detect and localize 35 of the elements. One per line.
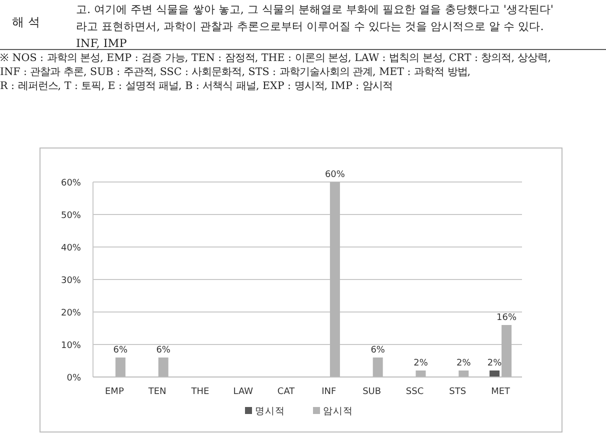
y-tick-label: 20% (60, 308, 82, 318)
x-tick-label: SUB (362, 387, 382, 397)
x-tick-label: STS (449, 387, 466, 397)
data-label: 16% (496, 313, 517, 323)
x-tick-label: THE (190, 387, 210, 397)
text: R : 레퍼런스, T : 토픽, E : 설명적 패널, B : 서책식 패널, EXP : 명시적, IMP : 암시적 (0, 80, 392, 93)
data-label: 6% (113, 346, 128, 356)
text: 라고 표현하면서, 과학이 관찰과 추론으로부터 이루어질 수 있다는 것을 암시적으로 알 수 있다. (76, 20, 544, 33)
x-tick-label: INF (322, 387, 336, 397)
y-tick-label: 10% (60, 341, 82, 351)
data-label: 2% (487, 358, 502, 368)
legend-label: 명시적 (255, 406, 285, 417)
data-label: 2% (456, 358, 472, 368)
data-label: 6% (156, 346, 171, 356)
y-tick-label: 50% (60, 211, 82, 221)
y-tick-label: 0% (66, 374, 82, 384)
text: 해 석 (12, 15, 40, 29)
y-tick-label: 40% (60, 244, 82, 254)
text: INF, IMP (76, 37, 127, 50)
x-tick-label: SSC (406, 387, 424, 397)
legend-label: 암시적 (323, 406, 353, 417)
y-tick-label: 30% (60, 276, 82, 286)
x-tick-label: EMP (105, 387, 124, 397)
data-label: 6% (370, 346, 386, 356)
text: 고. 여기에 주변 식물을 쌓아 놓고, 그 식물의 분해열로 부화에 필요한 열을 충당했다고 '생각된다' (76, 3, 554, 16)
data-label: 2% (414, 358, 428, 368)
x-tick-label: CAT (277, 387, 296, 397)
data-label: 60% (324, 170, 346, 180)
bar (490, 370, 500, 377)
x-tick-label: TEN (147, 387, 166, 397)
text: INF : 관찰과 추론, SUB : 주관적, SSC : 사회문화적, STS : 과학기술사회의 관계, MET : 과학적 방법, (0, 66, 471, 79)
x-tick-label: LAW (233, 387, 254, 397)
y-tick-label: 60% (60, 178, 82, 188)
text: ※ NOS : 과학의 본성, EMP : 검증 가능, TEN : 잠정적, THE : 이론의 본성, LAW : 법칙의 본성, CRT : 창의적, 상상력, (0, 52, 552, 65)
x-tick-label: MET (491, 387, 511, 397)
